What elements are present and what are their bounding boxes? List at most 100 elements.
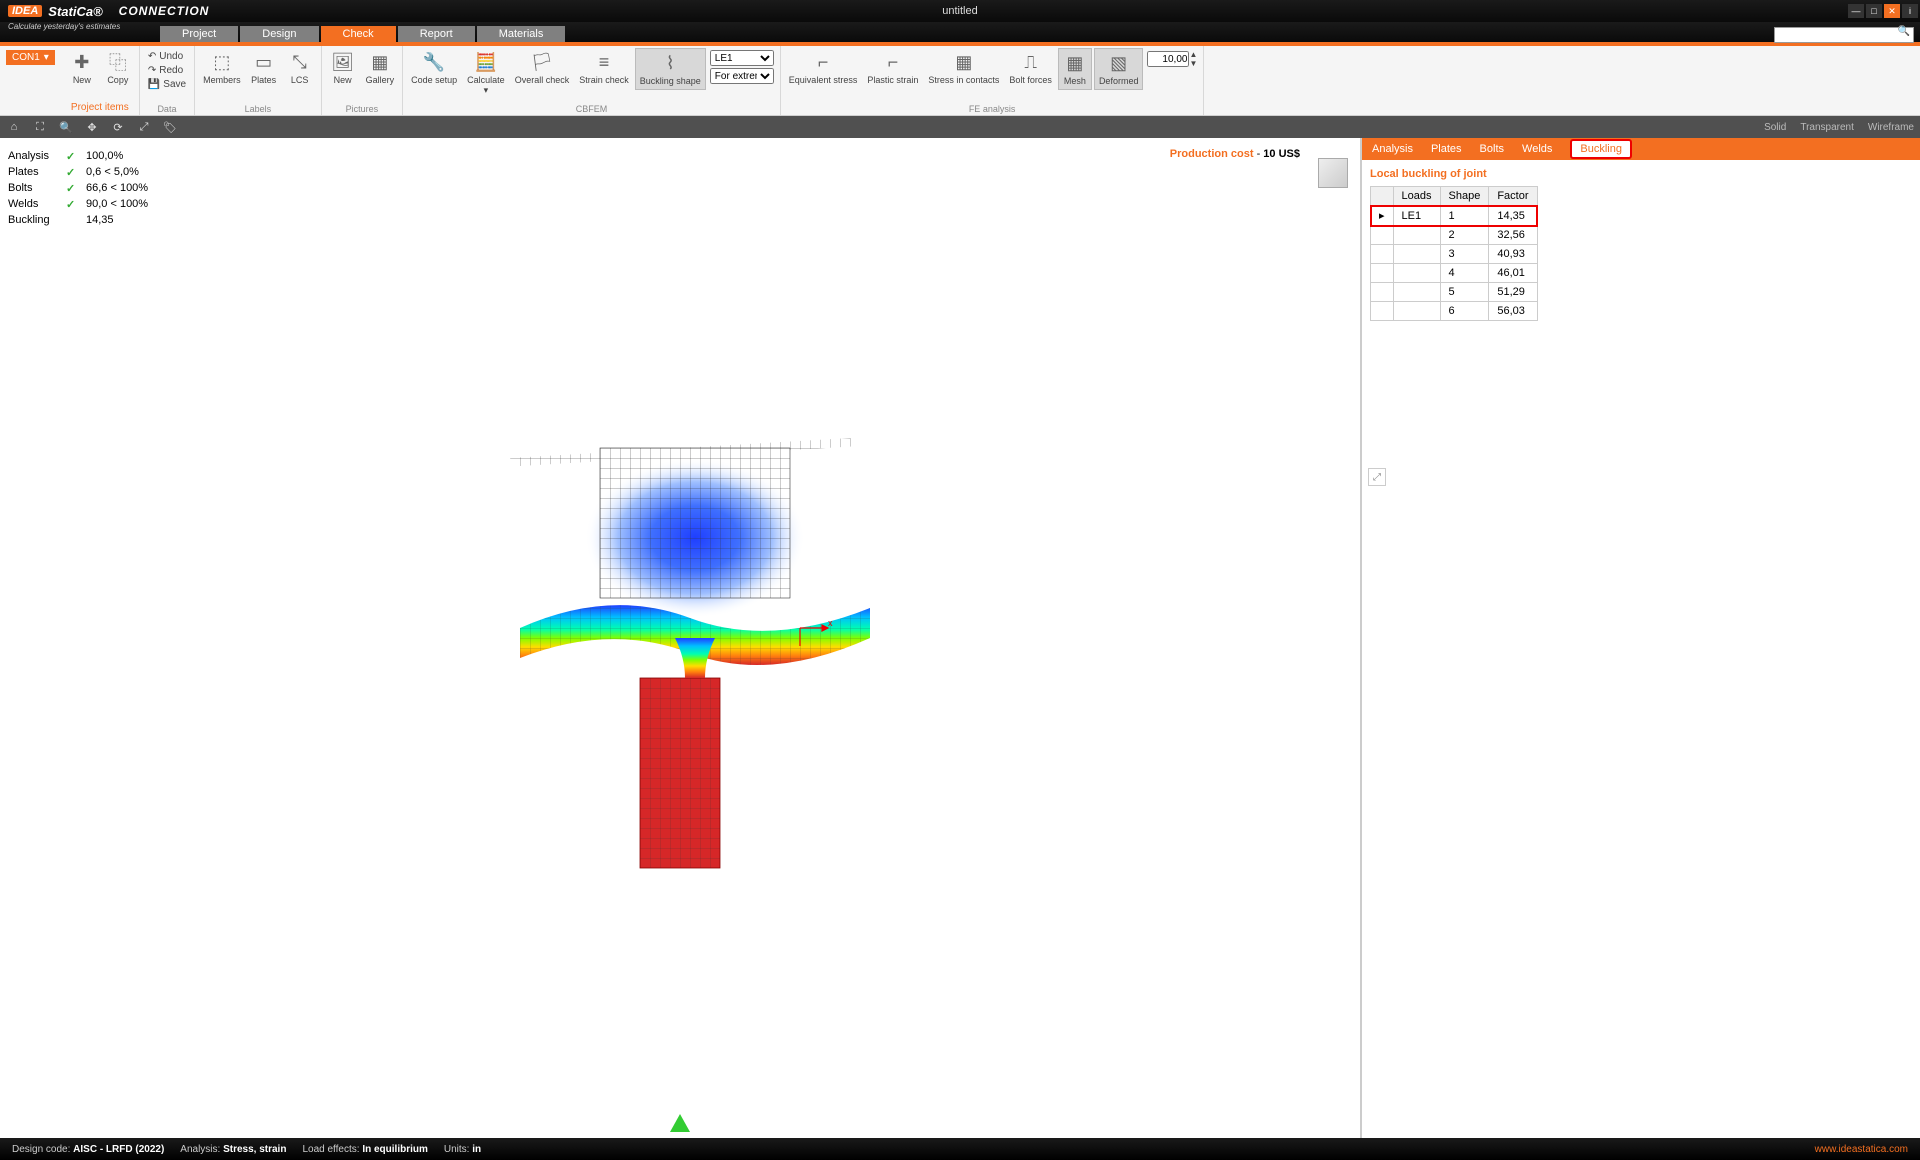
group-cbfem: CBFEM [407, 104, 776, 115]
tagline: Calculate yesterday's estimates [8, 22, 120, 31]
contacts-icon: ▦ [952, 50, 976, 74]
minimize-button[interactable]: — [1848, 4, 1864, 18]
scale-input[interactable] [1147, 51, 1189, 67]
table-row[interactable]: 340,93 [1371, 245, 1538, 264]
tab-check[interactable]: Check [321, 26, 396, 42]
gallery-icon: ▦ [368, 50, 392, 74]
table-row[interactable]: ▸LE1114,35 [1371, 206, 1538, 226]
table-row[interactable]: 656,03 [1371, 302, 1538, 321]
home-icon[interactable]: ⌂ [6, 121, 22, 133]
load-effect-select[interactable]: LE1 [710, 50, 774, 66]
undo-button[interactable]: ↶Undo [146, 50, 188, 63]
close-button[interactable]: ✕ [1884, 4, 1900, 18]
plastic-strain-button[interactable]: ⌐Plastic strain [863, 48, 922, 88]
panel-expand-icon[interactable]: ⤢ [1368, 468, 1386, 486]
production-cost: Production cost - 10 US$ [1170, 148, 1300, 160]
main-content: Analysis✓100,0% Plates✓0,6 < 5,0% Bolts✓… [0, 138, 1920, 1138]
pic-new-button[interactable]: 🖼New [326, 48, 360, 88]
mesh-button[interactable]: ▦Mesh [1058, 48, 1092, 90]
tab-report[interactable]: Report [398, 26, 475, 42]
lcs-button[interactable]: ⤡LCS [283, 48, 317, 88]
rtab-bolts[interactable]: Bolts [1480, 143, 1504, 155]
status-bar: Design code: AISC - LRFD (2022) Analysis… [0, 1138, 1920, 1160]
tab-materials[interactable]: Materials [477, 26, 566, 42]
members-button[interactable]: ⬚Members [199, 48, 245, 88]
group-data: Data [144, 104, 190, 115]
pic-new-icon: 🖼 [331, 50, 355, 74]
group-project-items: Project items [65, 100, 135, 115]
undo-icon: ↶ [148, 51, 156, 62]
overall-check-button[interactable]: 🏳Overall check [511, 48, 574, 88]
rotate-icon[interactable]: ⟳ [110, 121, 126, 134]
right-panel-title: Local buckling of joint [1370, 168, 1912, 180]
product-name: StatiCa® [48, 4, 102, 19]
rtab-buckling[interactable]: Buckling [1570, 139, 1632, 159]
code-setup-button[interactable]: 🔧Code setup [407, 48, 461, 88]
new-button[interactable]: ✚New [65, 48, 99, 88]
fit-icon[interactable]: ⛶ [32, 121, 48, 134]
fea-graphic: x [450, 338, 910, 898]
website-link[interactable]: www.ideastatica.com [1815, 1144, 1908, 1155]
view-wireframe[interactable]: Wireframe [1868, 122, 1914, 133]
flag-icon: 🏳 [530, 50, 554, 74]
redo-button[interactable]: ↷Redo [146, 64, 188, 77]
search-input[interactable] [1774, 27, 1914, 43]
maximize-button[interactable]: □ [1866, 4, 1882, 18]
orientation-cube[interactable] [1318, 158, 1348, 188]
scale-down[interactable]: ▼ [1189, 59, 1197, 68]
table-row[interactable]: 551,29 [1371, 283, 1538, 302]
calculate-button[interactable]: 🧮Calculate▾ [463, 48, 509, 98]
tab-project[interactable]: Project [160, 26, 238, 42]
bolt-forces-button[interactable]: ⎍Bolt forces [1005, 48, 1056, 88]
deformed-button[interactable]: ▧Deformed [1094, 48, 1144, 90]
buckling-table: Loads Shape Factor ▸LE1114,35 232,56 340… [1370, 186, 1538, 321]
gallery-button[interactable]: ▦Gallery [362, 48, 399, 88]
ribbon: CON1▾ ✚New ⿻Copy Project items ↶Undo ↷Re… [0, 46, 1920, 116]
eq-stress-button[interactable]: ⌐Equivalent stress [785, 48, 862, 88]
tag-icon[interactable]: 🏷 [162, 121, 178, 134]
calc-icon: 🧮 [474, 50, 498, 74]
module-name: CONNECTION [119, 4, 210, 18]
table-row[interactable]: 232,56 [1371, 226, 1538, 245]
canvas-area[interactable]: Analysis✓100,0% Plates✓0,6 < 5,0% Bolts✓… [0, 138, 1360, 1138]
save-button[interactable]: 💾Save [146, 78, 188, 91]
status-triangle-icon [670, 1114, 690, 1132]
rtab-analysis[interactable]: Analysis [1372, 143, 1413, 155]
group-labels: Labels [199, 104, 317, 115]
zoom-icon[interactable]: 🔍 [58, 121, 74, 134]
group-pictures: Pictures [326, 104, 399, 115]
main-tabs: Project Design Check Report Materials 🔍 [0, 22, 1920, 42]
right-panel: Analysis Plates Bolts Welds Buckling Loc… [1360, 138, 1920, 1138]
copy-icon: ⿻ [106, 50, 130, 74]
view-transparent[interactable]: Transparent [1800, 122, 1854, 133]
new-icon: ✚ [70, 50, 94, 74]
save-icon: 💾 [148, 79, 160, 90]
table-row[interactable]: 446,01 [1371, 264, 1538, 283]
scale-up[interactable]: ▲ [1189, 50, 1197, 59]
connection-selector[interactable]: CON1▾ [6, 50, 55, 65]
extreme-select[interactable]: For extreme [710, 68, 774, 84]
redo-icon: ↷ [148, 65, 156, 76]
rtab-plates[interactable]: Plates [1431, 143, 1462, 155]
buckling-shape-button[interactable]: ⌇Buckling shape [635, 48, 706, 90]
tab-design[interactable]: Design [240, 26, 318, 42]
svg-text:x: x [828, 618, 833, 628]
stress-icon: ⌐ [811, 50, 835, 74]
lcs-icon: ⤡ [288, 50, 312, 74]
rtab-welds[interactable]: Welds [1522, 143, 1552, 155]
pan-icon[interactable]: ✥ [84, 121, 100, 134]
view-solid[interactable]: Solid [1764, 122, 1786, 133]
stress-contacts-button[interactable]: ▦Stress in contacts [924, 48, 1003, 88]
plates-icon: ▭ [252, 50, 276, 74]
view-toolbar: ⌂ ⛶ 🔍 ✥ ⟳ ⤢ 🏷 Solid Transparent Wirefram… [0, 116, 1920, 138]
strain-icon: ≡ [592, 50, 616, 74]
strain-check-button[interactable]: ≡Strain check [575, 48, 633, 88]
wrench-icon: 🔧 [422, 50, 446, 74]
right-tabs: Analysis Plates Bolts Welds Buckling [1362, 138, 1920, 160]
deformed-icon: ▧ [1107, 51, 1131, 75]
copy-button[interactable]: ⿻Copy [101, 48, 135, 88]
info-button[interactable]: i [1902, 4, 1918, 18]
expand-icon[interactable]: ⤢ [136, 121, 152, 134]
plates-button[interactable]: ▭Plates [247, 48, 281, 88]
members-icon: ⬚ [210, 50, 234, 74]
